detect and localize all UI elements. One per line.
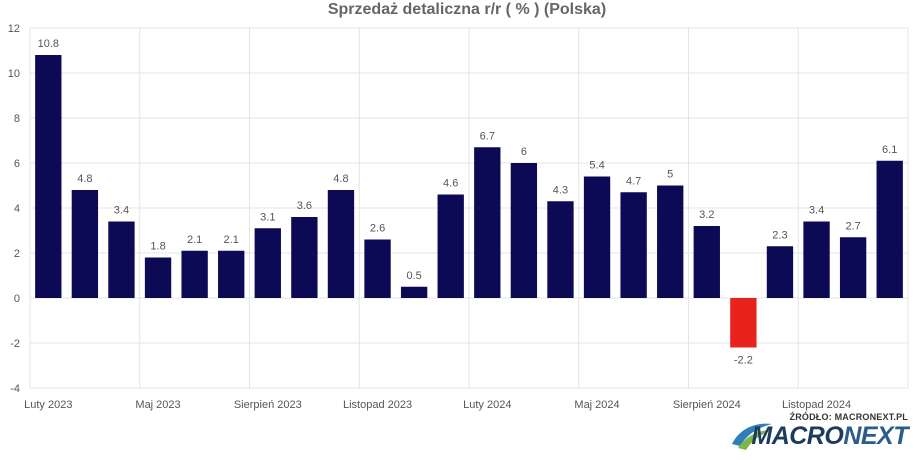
bar [839, 237, 867, 298]
bar [474, 147, 501, 298]
data-label: 2.6 [370, 223, 385, 235]
bar [181, 250, 208, 298]
bar [547, 201, 574, 298]
data-label: 3.4 [809, 205, 824, 217]
data-label: 4.6 [443, 178, 458, 190]
data-label: 2.1 [224, 234, 239, 246]
bar [510, 163, 538, 298]
data-label: 4.7 [626, 175, 641, 187]
source-text: ŹRÓDŁO: MACRONEXT.PL [789, 412, 908, 422]
data-label: 1.8 [150, 241, 165, 253]
bar [71, 190, 99, 298]
x-tick-label: Maj 2023 [135, 399, 180, 411]
bar [803, 221, 830, 298]
x-tick-label: Sierpień 2024 [673, 399, 741, 411]
macronext-swoosh-logo-icon [732, 423, 772, 450]
bar [620, 192, 647, 298]
bar [144, 257, 172, 298]
bar [327, 190, 355, 298]
bar [218, 250, 245, 298]
data-label: 6.1 [882, 144, 897, 156]
x-tick-label: Sierpień 2023 [234, 399, 302, 411]
data-label: 4.8 [333, 173, 348, 185]
bar [766, 246, 794, 298]
bar [693, 226, 720, 298]
bar [108, 221, 135, 298]
y-tick-label: 12 [8, 23, 20, 35]
bar [730, 298, 757, 348]
source-attribution: ŹRÓDŁO: MACRONEXT.PL MACRONEXT [730, 412, 910, 456]
data-label: 4.8 [77, 173, 92, 185]
data-label: 3.1 [260, 211, 275, 223]
y-tick-label: 6 [14, 158, 20, 170]
bar [657, 185, 684, 298]
data-label: 5 [667, 169, 673, 181]
brand-part-macro: MACRO [751, 422, 844, 450]
data-label: 3.4 [114, 205, 129, 217]
y-tick-label: 2 [14, 248, 20, 260]
y-tick-label: 8 [14, 113, 20, 125]
data-label: 3.6 [297, 200, 312, 212]
y-axis: 12 10 8 6 4 2 0 -2 -4 [8, 23, 20, 395]
x-tick-label: Listopad 2024 [782, 399, 851, 411]
data-label: 6.7 [480, 130, 495, 142]
bar [583, 176, 611, 298]
x-tick-label: Luty 2023 [24, 399, 72, 411]
data-label: 2.7 [845, 220, 860, 232]
bars [35, 55, 903, 348]
bar [400, 286, 428, 298]
data-label: -2.2 [734, 355, 753, 367]
brand-name: MACRONEXT [751, 422, 908, 451]
x-axis: Luty 2023 Maj 2023 Sierpień 2023 Listopad 2… [24, 399, 851, 411]
data-label: 3.2 [699, 209, 714, 221]
data-label: 2.3 [772, 229, 787, 241]
bar [876, 160, 903, 298]
bar [364, 239, 391, 298]
y-tick-label: 10 [8, 68, 20, 80]
bar [254, 228, 281, 298]
data-labels: 10.8 4.8 3.4 1.8 2.1 2.1 3.1 3.6 4.8 2.6 0.5 4.6 6.7… [38, 38, 898, 367]
x-tick-label: Maj 2024 [574, 399, 619, 411]
bar [291, 217, 318, 298]
grid [29, 27, 909, 389]
y-tick-label: -2 [10, 338, 20, 350]
data-label: 0.5 [406, 270, 421, 282]
data-label: 10.8 [38, 38, 59, 50]
data-label: 4.3 [553, 184, 568, 196]
bar [35, 55, 62, 298]
x-tick-label: Listopad 2023 [343, 399, 412, 411]
y-tick-label: 4 [14, 203, 20, 215]
data-label: 6 [521, 146, 527, 158]
x-tick-label: Luty 2024 [463, 399, 511, 411]
chart-title: Sprzedaż detaliczna r/r ( % ) (Polska) [328, 1, 606, 18]
y-tick-label: -4 [10, 383, 20, 395]
brand-part-next: NEXT [843, 422, 908, 450]
data-label: 5.4 [589, 160, 604, 172]
bar [437, 194, 464, 298]
data-label: 2.1 [187, 234, 202, 246]
y-tick-label: 0 [14, 293, 20, 305]
